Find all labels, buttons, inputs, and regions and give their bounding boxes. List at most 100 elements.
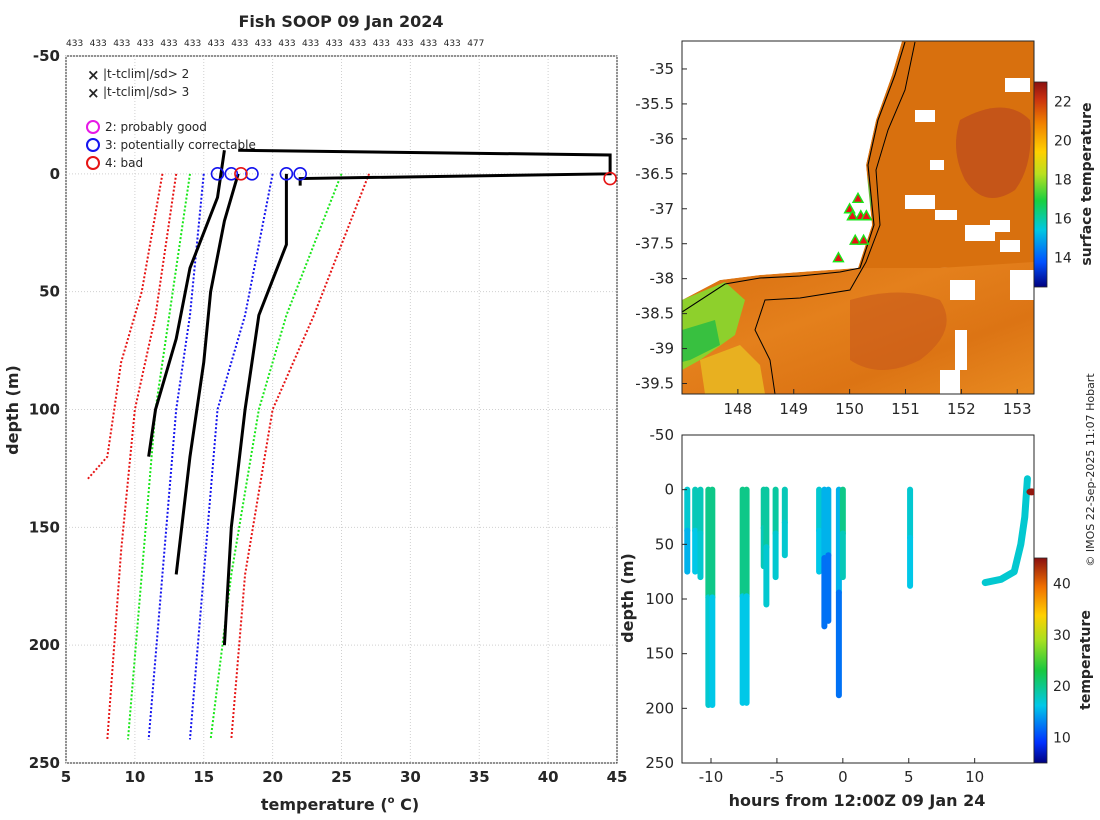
- map-xtick-label: 151: [891, 400, 920, 418]
- profiles-xtick-label: 20: [262, 768, 283, 786]
- profile-line-spike: [238, 148, 612, 186]
- time-depth-axes-box: [681, 434, 1035, 764]
- profiles-xticks: 5 10 15 20 25 30 35 40 45: [61, 768, 628, 786]
- map-xtick-label: 150: [835, 400, 864, 418]
- drop-count-label: 433: [208, 39, 225, 49]
- profile-line-profile_b: [174, 173, 240, 575]
- profiles-ylabel: depth (m): [3, 365, 22, 455]
- temperature-colorbar-tick-label: 20: [1053, 679, 1071, 695]
- map-ytick-label: -35.5: [635, 95, 674, 113]
- flag-3-marker: [210, 167, 225, 181]
- drop-count-label: 433: [373, 39, 390, 49]
- map-coastline: [682, 41, 906, 313]
- imos-credit: © IMOS 22-Sep-2025 11:07 Hobart: [1084, 373, 1097, 567]
- time-depth-xtick-label: 0: [838, 768, 848, 786]
- drop-counts: 433 433 433 433 433 433 433 433 433 433 433 433 433 4…: [66, 39, 484, 49]
- drop-count-label: 433: [113, 39, 130, 49]
- map-warm-filament: [850, 292, 947, 370]
- flag-3-marker: [293, 167, 307, 181]
- profiles-ytick-label: 200: [29, 636, 60, 654]
- temperature-colorbar-tick-label: 10: [1053, 730, 1071, 746]
- flag-3-marker: [245, 167, 259, 181]
- drop-location-marker: [832, 251, 845, 263]
- profiles-ytick-label: 0: [50, 165, 60, 183]
- time-depth-xtick-label: -5: [769, 768, 784, 786]
- map-ytick-label: -39: [650, 340, 675, 358]
- flag-3-marker: [224, 167, 239, 181]
- map-panel: 148 149 150 151 152 153 -35-35.5-36-36.5-37-3…: [635, 40, 1095, 418]
- drop-count-label: 433: [160, 39, 177, 49]
- map-ytick-label: -35: [650, 60, 675, 78]
- drop-count-label: 433: [326, 39, 343, 49]
- map-xtick-label: 153: [1003, 400, 1032, 418]
- profiles-ytick-label: 250: [29, 754, 60, 772]
- drop-count-label: 433: [302, 39, 319, 49]
- legend-flag4-icon: [86, 156, 100, 170]
- profiles-xtick-label: 10: [124, 768, 145, 786]
- map-ytick-label: -38: [650, 270, 675, 288]
- legend-red-cross-icon: ×: [87, 84, 100, 102]
- map-colorbar-ticks: 14 16 18 20 22: [1054, 95, 1072, 267]
- drop-location-marker: [860, 209, 873, 221]
- drop-count-label: 433: [90, 39, 107, 49]
- profile-line-profile_a: [147, 150, 226, 457]
- flag-4-marker: [603, 171, 617, 186]
- temperature-colorbar: [1033, 557, 1048, 764]
- drop-count-label: 433: [396, 39, 413, 49]
- profiles-xtick-label: 30: [400, 768, 421, 786]
- map-image: [682, 41, 1034, 394]
- flag-4-marker: [234, 167, 248, 181]
- map-warm-eddy: [956, 107, 1031, 198]
- profiles-xtick-label: 5: [61, 768, 71, 786]
- time-depth-casts: [684, 475, 1034, 709]
- map-yellow-band: [700, 345, 765, 394]
- profiles-xtick-label: 45: [607, 768, 628, 786]
- drop-count-label: 477: [467, 39, 484, 49]
- map-colorbar-tick-label: 20: [1054, 134, 1072, 150]
- map-ytick-label: -37.5: [635, 235, 674, 253]
- profile-line-red_left2: [106, 173, 178, 740]
- map-colorbar-tick-label: 22: [1054, 95, 1072, 111]
- bad-point: [1026, 488, 1034, 496]
- profiles-ytick-label: 150: [29, 518, 60, 536]
- map-markers: [832, 191, 873, 263]
- drop-location-marker: [846, 209, 859, 221]
- profile-line-red_left: [85, 173, 164, 481]
- profile-line-blue_left: [147, 173, 205, 740]
- time-depth-xtick-label: 10: [965, 768, 984, 786]
- profiles-flags: [210, 167, 617, 186]
- map-sea-north: [858, 41, 1034, 272]
- map-xticks: 148 149 150 151 152 153: [724, 389, 1032, 418]
- map-xtick-label: 149: [779, 400, 808, 418]
- time-depth-xlabel: hours from 12:00Z 09 Jan 24: [729, 791, 986, 810]
- time-depth-ytick-label: -50: [650, 426, 675, 444]
- profile-line-profile_c: [222, 173, 288, 646]
- time-depth-xticks: -10 -5 0 5 10: [699, 758, 984, 786]
- drop-location-marker: [849, 233, 862, 245]
- drop-count-label: 433: [66, 39, 83, 49]
- profiles-panel: 5 10 15 20 25 30 35 40 45 -50 0 50 100 150 200 250 tem…: [3, 47, 627, 814]
- time-depth-ytick-label: 50: [655, 535, 674, 553]
- map-cloud-mask: [905, 78, 1034, 394]
- drop-count-label: 433: [231, 39, 248, 49]
- time-depth-yticks: -50 0 50 100 150 200 250: [645, 426, 687, 772]
- figure-title: Fish SOOP 09 Jan 2024: [239, 12, 444, 31]
- map-xtick-label: 148: [724, 400, 753, 418]
- profiles-xtick-label: 35: [469, 768, 490, 786]
- profiles-ytick-label: -50: [33, 47, 60, 65]
- drop-count-label: 433: [349, 39, 366, 49]
- profile-line-red_right: [230, 173, 370, 740]
- legend-green-cross-icon: ×: [87, 66, 100, 84]
- map-xtick-label: 152: [947, 400, 976, 418]
- temperature-colorbar-tick-label: 40: [1053, 577, 1071, 593]
- drop-count-label: 433: [137, 39, 154, 49]
- map-ytick-label: -36.5: [635, 165, 674, 183]
- map-ytick-label: -39.5: [635, 375, 674, 393]
- drop-count-label: 433: [278, 39, 295, 49]
- legend-flag3-icon: [86, 138, 100, 152]
- flag-3-marker: [279, 167, 294, 181]
- time-depth-ytick-label: 100: [645, 590, 674, 608]
- map-land: [682, 41, 902, 300]
- legend-green-cross-label: |t-tclim|/sd> 2: [103, 67, 189, 81]
